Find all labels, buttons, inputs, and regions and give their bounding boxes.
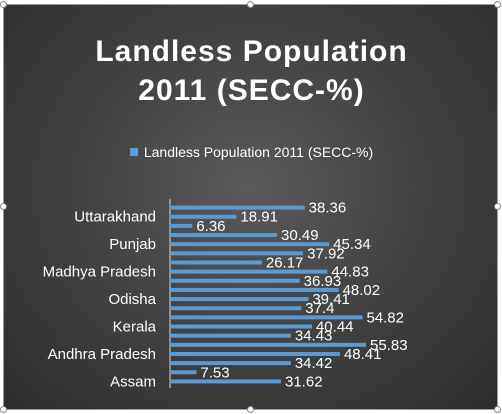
bar-11 (170, 297, 309, 302)
bar-12 (170, 306, 302, 311)
chart-title-line-2: 2011 (SECC-%) (138, 74, 365, 107)
data-label-5: 45.34 (333, 236, 371, 253)
y-tick-label-5: Kerala (113, 319, 157, 336)
bar-1 (170, 205, 305, 210)
data-label-10: 48.02 (343, 282, 381, 299)
chart-area: Landless Population 2011 (SECC-%) Landle… (3, 4, 498, 410)
bar-20 (170, 379, 282, 384)
bar-6 (170, 251, 304, 256)
y-tick-label-4: Odisha (108, 291, 156, 308)
resize-handle-bottom-right[interactable] (494, 406, 501, 413)
y-tick-label-3: Madhya Pradesh (43, 264, 156, 281)
data-label-17: 48.41 (344, 346, 382, 363)
bar-17 (170, 351, 340, 356)
data-label-18: 34.42 (295, 355, 333, 372)
data-label-11: 39.41 (312, 291, 350, 308)
data-label-3: 6.36 (196, 218, 225, 235)
resize-handle-bottom[interactable] (247, 406, 254, 413)
bar-4 (170, 233, 278, 238)
bar-7 (170, 260, 262, 265)
data-label-16: 55.83 (370, 337, 408, 354)
bar-2 (170, 214, 237, 219)
bar-14 (170, 324, 312, 329)
y-tick-label-1: Uttarakhand (74, 209, 156, 226)
chart-title-line-1: Landless Population (95, 35, 408, 68)
bar-15 (170, 333, 291, 338)
data-label-13: 54.82 (366, 309, 404, 326)
resize-handle-left[interactable] (0, 203, 7, 210)
data-label-14: 40.44 (316, 319, 354, 336)
data-label-19: 7.53 (200, 364, 229, 381)
data-label-2: 18.91 (240, 209, 278, 226)
legend-swatch (129, 148, 138, 157)
bar-8 (170, 269, 328, 274)
data-label-4: 30.49 (281, 227, 319, 244)
bar-18 (170, 361, 291, 366)
y-tick-label-2: Punjab (109, 236, 156, 253)
data-label-6: 37.92 (307, 245, 345, 262)
data-label-9: 36.93 (304, 273, 342, 290)
bar-16 (170, 342, 366, 347)
bar-10 (170, 287, 339, 292)
bar-19 (170, 370, 197, 375)
bar-13 (170, 315, 363, 320)
data-label-20: 31.62 (285, 373, 323, 390)
resize-handle-top[interactable] (247, 1, 254, 8)
legend-label: Landless Population 2011 (SECC-%) (143, 144, 374, 160)
data-label-7: 26.17 (266, 254, 304, 271)
resize-handle-right[interactable] (494, 203, 501, 210)
y-tick-label-6: Andhra Pradesh (48, 346, 156, 363)
y-tick-label-7: Assam (110, 373, 156, 390)
data-label-8: 44.83 (331, 264, 369, 281)
resize-handle-bottom-left[interactable] (0, 406, 7, 413)
legend: Landless Population 2011 (SECC-%) (4, 144, 499, 160)
bar-9 (170, 278, 300, 283)
data-label-15: 34.43 (295, 328, 333, 345)
bar-3 (170, 223, 193, 228)
resize-handle-top-left[interactable] (0, 1, 7, 8)
data-label-1: 38.36 (309, 200, 347, 217)
bar-5 (170, 242, 330, 247)
resize-handle-top-right[interactable] (494, 1, 501, 8)
data-label-12: 37.4 (305, 300, 334, 317)
